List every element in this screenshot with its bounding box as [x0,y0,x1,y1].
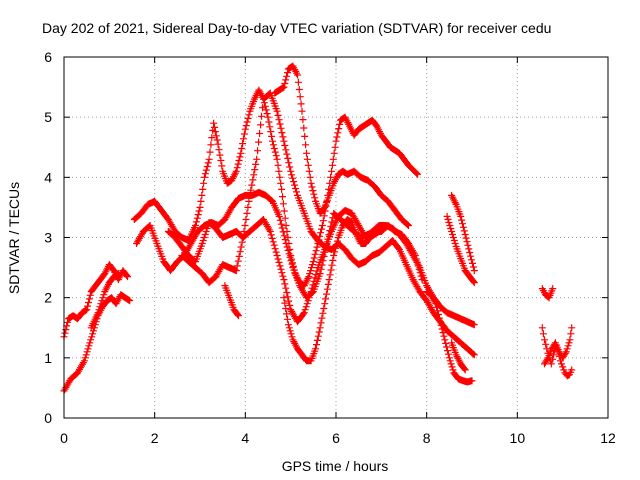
series-track-F [164,206,478,329]
scatter-markers [448,339,469,374]
series-track-I [271,62,412,229]
y-tick-label: 2 [44,290,52,306]
axis-ticks [63,56,609,419]
y-tick-label: 5 [44,109,52,125]
x-axis-label: GPS time / hours [282,458,389,474]
scatter-markers [423,288,476,386]
scatter-markers [178,89,478,359]
series-track-K [423,288,476,386]
series-track-N [448,339,469,374]
y-tick-label: 6 [44,49,52,65]
y-tick-label: 1 [44,350,52,366]
y-tick-label: 4 [44,169,52,185]
chart-title: Day 202 of 2021, Sidereal Day-to-day VTE… [42,20,551,36]
scatter-markers [87,270,122,332]
scatter-markers [164,206,478,329]
x-tick-label: 12 [600,430,616,446]
scatter-markers [271,62,412,229]
series-track-Q [541,324,576,368]
y-tick-labels: 0 1 2 3 4 5 6 [44,49,52,426]
x-tick-labels: 0 2 4 6 8 10 12 [60,430,616,446]
x-tick-label: 2 [151,430,159,446]
y-tick-label: 0 [44,410,52,426]
series-track-O [538,285,557,302]
x-tick-label: 4 [241,430,249,446]
scatter-markers [221,282,242,320]
scatter-markers [448,191,478,275]
x-tick-label: 6 [332,430,340,446]
x-tick-label: 0 [60,430,68,446]
scatter-markers [280,216,383,365]
x-tick-label: 8 [423,430,431,446]
scatter-markers [443,212,478,287]
series-track-J [280,216,383,365]
scatter-markers [541,324,576,368]
series-track-C [87,270,122,332]
series-track-E [133,188,426,302]
data-points [60,62,576,395]
series-track-L [448,191,478,275]
series-track-G [178,89,478,359]
y-axis-label: SDTVAR / TECUs [6,182,22,294]
y-tick-label: 3 [44,230,52,246]
series-track-H [221,282,242,320]
x-tick-label: 10 [510,430,526,446]
scatter-markers [133,188,426,302]
series-track-M [443,212,478,287]
scatter-markers [538,285,557,302]
